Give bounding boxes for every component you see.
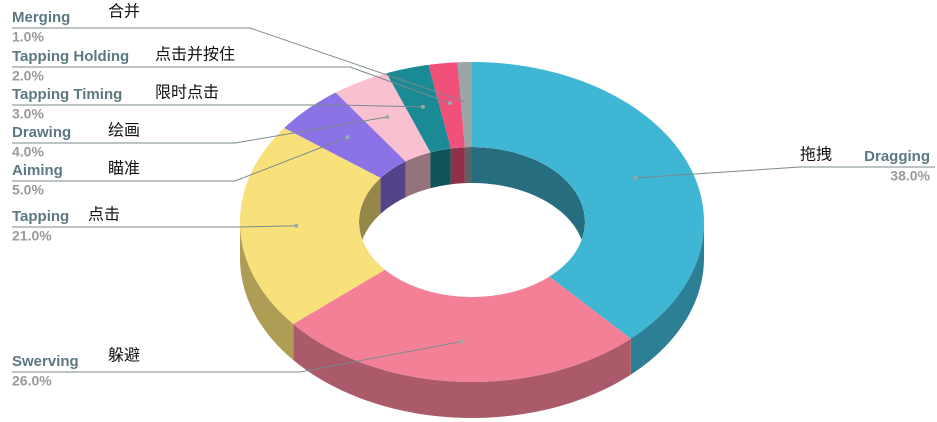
value-label: 2.0% [12, 68, 44, 84]
category-label-zh: 拖拽 [800, 145, 832, 164]
leader-dot [447, 101, 452, 106]
leader-line [12, 116, 388, 144]
slice [472, 62, 704, 339]
leader-line [12, 66, 451, 104]
category-label: Merging [12, 9, 70, 26]
slice-inner-wall [472, 147, 585, 297]
leader-line [12, 341, 462, 373]
category-label: Tapping Timing [12, 86, 122, 103]
category-label-zh: 限时点击 [155, 83, 219, 102]
leader-dot [294, 223, 299, 228]
slice-side [293, 323, 631, 418]
leader-dot [420, 104, 425, 109]
slice [386, 64, 451, 153]
category-label-zh: 点击 [88, 205, 120, 224]
leader-line [635, 166, 935, 179]
slice [428, 62, 465, 149]
leader-dot [633, 175, 638, 180]
slice-inner-wall [430, 148, 451, 189]
slice [284, 92, 406, 178]
slice-inner-wall [405, 152, 431, 198]
slice [457, 62, 472, 148]
slice-side [240, 222, 294, 360]
slice-inner-wall [464, 147, 472, 184]
leader-line [12, 104, 423, 108]
value-label: 1.0% [12, 29, 44, 45]
leader-line [12, 225, 297, 228]
value-label: 4.0% [12, 144, 44, 160]
leader-dot [345, 135, 350, 140]
value-label: 21.0% [12, 228, 52, 244]
leader-dot [464, 100, 469, 105]
category-label-zh: 瞄准 [108, 159, 140, 178]
category-label: Tapping [12, 208, 69, 225]
value-label: 5.0% [12, 182, 44, 198]
value-label: 38.0% [890, 168, 930, 184]
value-label: 3.0% [12, 106, 44, 122]
slices [240, 62, 704, 382]
leader-line [12, 27, 467, 103]
category-label-zh: 合并 [108, 2, 140, 21]
value-label: 26.0% [12, 373, 52, 389]
category-label: Drawing [12, 124, 71, 141]
leader-line [12, 136, 348, 182]
slice-side [630, 222, 704, 375]
slice [293, 269, 631, 382]
category-label-zh: 点击并按住 [155, 45, 235, 64]
leader-dot [458, 339, 463, 344]
leader-dot [385, 114, 390, 119]
category-label-zh: 躲避 [108, 346, 140, 365]
slice [240, 127, 385, 324]
category-label: Tapping Holding [12, 48, 129, 65]
slice-inner-wall [380, 161, 406, 214]
category-label: Aiming [12, 162, 63, 179]
labels: Dragging 38.0% 拖拽 Swerving 26.0% 躲避 Tapping 21.… [12, 2, 935, 389]
category-label: Dragging [864, 148, 930, 165]
outer-walls [240, 222, 704, 418]
category-label-zh: 绘画 [108, 121, 140, 140]
slice-inner-wall [450, 147, 465, 185]
category-label: Swerving [12, 353, 79, 370]
